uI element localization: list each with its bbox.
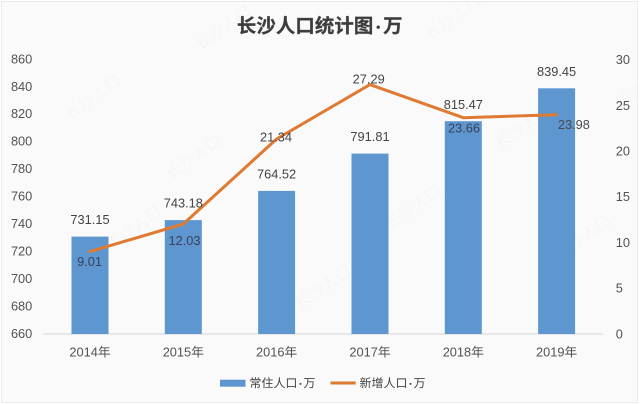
svg-text:839.45: 839.45: [537, 64, 576, 79]
svg-text:21.34: 21.34: [260, 130, 292, 145]
svg-text:23.66: 23.66: [448, 121, 480, 136]
svg-text:20: 20: [616, 144, 630, 159]
svg-text:2014: 2014: [69, 345, 97, 360]
svg-text:700: 700: [11, 271, 32, 286]
svg-text:860: 860: [11, 51, 32, 66]
svg-text:840: 840: [11, 79, 32, 94]
svg-text:2019: 2019: [536, 345, 564, 360]
svg-text:12.03: 12.03: [168, 233, 200, 248]
svg-text:660: 660: [11, 326, 32, 341]
svg-text:740: 740: [11, 216, 32, 231]
svg-text:9.01: 9.01: [77, 254, 102, 269]
svg-text:2017: 2017: [349, 345, 377, 360]
svg-text:743.18: 743.18: [164, 196, 203, 211]
svg-text:820: 820: [11, 106, 32, 121]
svg-text:15: 15: [616, 189, 630, 204]
svg-text:10: 10: [616, 235, 630, 250]
svg-text:27.29: 27.29: [353, 71, 385, 86]
svg-text:720: 720: [11, 244, 32, 259]
svg-text:780: 780: [11, 161, 32, 176]
svg-text:791.81: 791.81: [350, 129, 389, 144]
svg-text:25: 25: [616, 98, 630, 113]
svg-text:760: 760: [11, 189, 32, 204]
svg-text:2018: 2018: [443, 345, 471, 360]
svg-text:815.47: 815.47: [444, 97, 483, 112]
svg-text:2016: 2016: [256, 345, 284, 360]
svg-text:23.98: 23.98: [558, 117, 590, 132]
svg-text:764.52: 764.52: [257, 167, 296, 182]
svg-text:0: 0: [616, 326, 623, 341]
svg-text:30: 30: [616, 52, 630, 67]
svg-text:680: 680: [11, 298, 32, 313]
svg-text:2015: 2015: [163, 345, 191, 360]
svg-text:731.15: 731.15: [70, 212, 109, 227]
svg-text:800: 800: [11, 134, 32, 149]
svg-text:5: 5: [616, 281, 623, 296]
